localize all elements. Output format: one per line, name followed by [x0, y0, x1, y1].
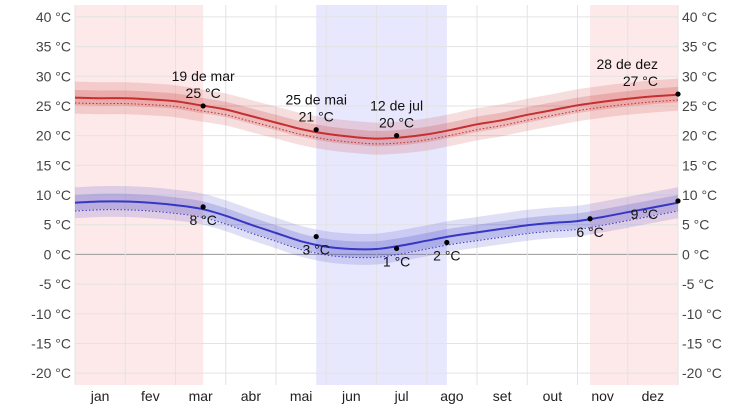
annotation-label: 25 de mai	[285, 92, 346, 108]
annotation-label: 20 °C	[379, 115, 414, 131]
y-tick-label-left: 0 °C	[44, 246, 71, 262]
annotation-point-8	[587, 216, 593, 222]
y-tick-label-right: 25 °C	[682, 98, 717, 114]
annotation-point-1	[313, 127, 319, 133]
y-tick-label-right: 10 °C	[682, 187, 717, 203]
high-series-line	[74, 93, 679, 140]
y-tick-label-left: -5 °C	[39, 276, 71, 292]
y-tick-label-right: -10 °C	[682, 306, 722, 322]
low-inner-band	[75, 193, 678, 258]
high-outer-band	[75, 78, 678, 155]
y-tick-label-left: 5 °C	[44, 217, 71, 233]
x-tick-label-set: set	[493, 388, 512, 404]
y-tick-label-right: -5 °C	[682, 276, 714, 292]
y-tick-label-right: -15 °C	[682, 335, 722, 351]
x-tick-label-jan: jan	[90, 388, 110, 404]
annotation-point-3	[675, 91, 681, 97]
y-tick-label-right: 15 °C	[682, 157, 717, 173]
annotation-point-9	[675, 198, 681, 204]
annotation-label: 28 de dez	[597, 56, 659, 72]
annotation-label: 6 °C	[576, 224, 603, 240]
y-tick-label-right: 5 °C	[682, 217, 709, 233]
annotation-label: 1 °C	[383, 253, 410, 269]
x-tick-label-dez: dez	[642, 388, 665, 404]
annotation-point-0	[200, 103, 206, 109]
x-tick-label-jul: jul	[394, 388, 409, 404]
annotation-label: 12 de jul	[370, 98, 423, 114]
annotation-point-4	[200, 204, 206, 210]
y-tick-label-left: -10 °C	[31, 306, 71, 322]
annotation-label: 27 °C	[623, 73, 658, 89]
y-tick-label-left: 40 °C	[36, 9, 71, 25]
y-tick-label-right: 20 °C	[682, 128, 717, 144]
x-tick-label-nov: nov	[591, 388, 614, 404]
low-series-line	[74, 200, 679, 251]
y-tick-label-left: -15 °C	[31, 335, 71, 351]
y-tick-label-left: 20 °C	[36, 128, 71, 144]
low-outer-band	[75, 185, 678, 265]
y-tick-label-right: 40 °C	[682, 9, 717, 25]
annotation-label: 25 °C	[186, 85, 221, 101]
y-tick-label-left: 30 °C	[36, 68, 71, 84]
x-tick-label-fev: fev	[141, 388, 160, 404]
annotation-point-2	[394, 133, 400, 139]
annotation-label: 19 de mar	[172, 68, 235, 84]
x-tick-label-jun: jun	[341, 388, 361, 404]
x-tick-label-abr: abr	[241, 388, 262, 404]
high-inner-band	[75, 86, 678, 147]
x-tick-label-ago: ago	[440, 388, 464, 404]
annotation-label: 21 °C	[299, 109, 334, 125]
annotation-point-5	[313, 233, 319, 240]
annotation-point-7	[444, 239, 450, 246]
annotation-point-6	[394, 245, 400, 252]
x-tick-label-mar: mar	[189, 388, 213, 404]
y-tick-label-right: -20 °C	[682, 365, 722, 381]
y-tick-label-left: 35 °C	[36, 39, 71, 55]
x-tick-label-out: out	[543, 388, 563, 404]
x-tick-label-mai: mai	[290, 388, 313, 404]
y-tick-label-left: -20 °C	[31, 365, 71, 381]
y-tick-label-right: 30 °C	[682, 68, 717, 84]
y-tick-label-left: 25 °C	[36, 98, 71, 114]
y-tick-label-left: 15 °C	[36, 157, 71, 173]
annotation-label: 2 °C	[433, 248, 460, 264]
annotation-label: 9 °C	[631, 206, 658, 222]
high-dotted-line	[74, 99, 679, 145]
y-tick-label-right: 35 °C	[682, 39, 717, 55]
y-tick-label-right: 0 °C	[682, 246, 709, 262]
y-tick-label-left: 10 °C	[36, 187, 71, 203]
annotation-label: 8 °C	[189, 212, 216, 228]
annotation-label: 3 °C	[303, 242, 330, 258]
